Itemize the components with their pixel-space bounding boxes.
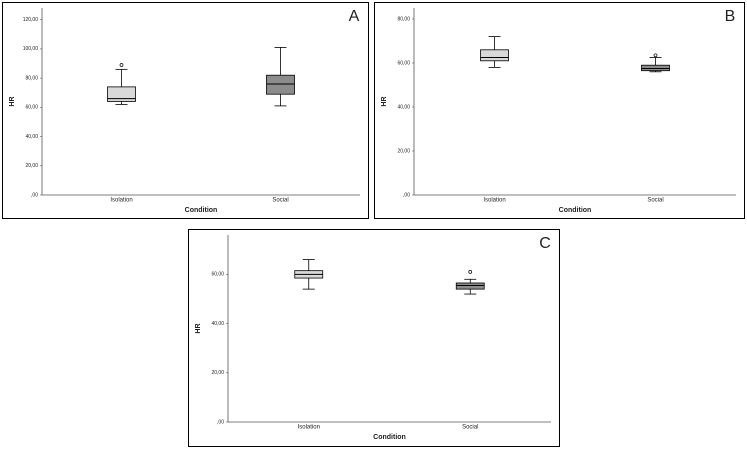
y-tick-label: 40,00 <box>211 321 224 327</box>
y-tick-label: 40,00 <box>397 104 410 110</box>
x-tick-label: Social <box>272 198 288 204</box>
y-tick-label: 60,00 <box>25 105 38 111</box>
box <box>641 64 670 72</box>
x-tick-label: Social <box>462 425 478 431</box>
y-tick-label: 20,00 <box>397 148 410 154</box>
outlier <box>653 53 658 58</box>
panel-frame <box>2 2 369 219</box>
outlier <box>119 63 124 67</box>
x-tick-label: Isolation <box>110 198 132 204</box>
x-axis-title: Condition <box>559 207 592 214</box>
y-tick-label: 80,00 <box>25 75 38 81</box>
outlier <box>468 270 473 274</box>
panel-label: A <box>349 8 360 25</box>
x-tick-label: Social <box>647 198 663 204</box>
y-tick-label: 40,00 <box>25 134 38 140</box>
y-tick-label: 100,00 <box>23 46 39 52</box>
y-tick-label: ,00 <box>403 192 410 198</box>
y-tick-label: 60,00 <box>211 272 224 278</box>
y-tick-label: 60,00 <box>397 60 410 66</box>
panel-frame <box>188 229 560 447</box>
panel-label: C <box>539 235 551 252</box>
y-axis-title: HR <box>9 96 16 106</box>
y-tick-label: 20,00 <box>211 370 224 376</box>
panel-frame <box>374 2 745 219</box>
y-tick-label: 20,00 <box>25 163 38 169</box>
x-tick-label: Isolation <box>483 198 505 204</box>
y-axis-title: HR <box>381 96 388 106</box>
x-axis-title: Condition <box>185 207 218 214</box>
panel-label: B <box>725 8 736 25</box>
y-axis-title: HR <box>195 323 202 333</box>
box <box>480 49 509 62</box>
y-tick-label: ,00 <box>217 419 224 425</box>
box <box>455 282 485 290</box>
x-axis-title: Condition <box>373 434 406 441</box>
y-tick-label: 80,00 <box>397 16 410 22</box>
y-tick-label: 120,00 <box>23 17 39 23</box>
y-tick-label: ,00 <box>31 192 38 198</box>
box <box>107 86 136 102</box>
box <box>266 74 295 95</box>
x-tick-label: Isolation <box>298 425 320 431</box>
